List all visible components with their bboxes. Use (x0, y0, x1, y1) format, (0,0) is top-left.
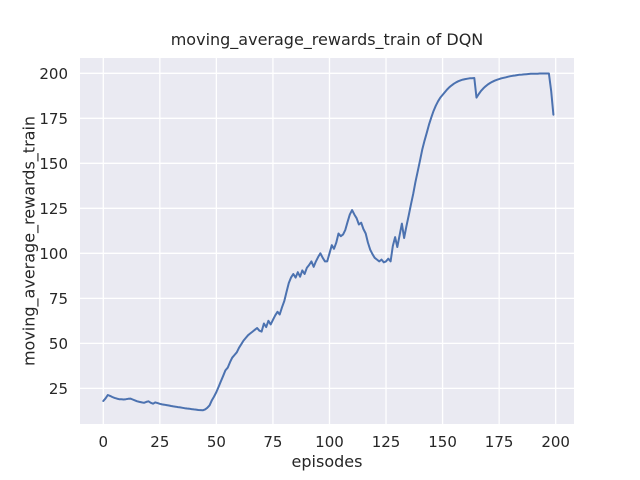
y-tick-label: 125 (39, 200, 68, 218)
x-tick-label: 175 (485, 433, 514, 451)
y-axis-label: moving_average_rewards_train (19, 115, 39, 367)
x-axis-label: episodes (291, 452, 363, 471)
y-tick-label: 175 (39, 110, 68, 128)
y-tick-label: 200 (39, 65, 68, 83)
y-tick-label: 150 (39, 155, 68, 173)
x-tick-label: 75 (263, 433, 282, 451)
x-tick-label: 200 (541, 433, 570, 451)
x-tick-label: 25 (150, 433, 169, 451)
x-tick-label: 150 (428, 433, 457, 451)
y-tick-label: 100 (39, 245, 68, 263)
x-tick-label: 125 (372, 433, 401, 451)
chart-title: moving_average_rewards_train of DQN (170, 30, 484, 49)
y-tick-label: 75 (49, 290, 68, 308)
y-tick-label: 25 (49, 380, 68, 398)
reward-line (102, 72, 555, 412)
x-tick-label: 0 (99, 433, 109, 451)
x-tick-label: 50 (207, 433, 226, 451)
x-tick-label: 100 (315, 433, 344, 451)
plot-background (80, 58, 574, 424)
y-tick-label: 50 (49, 335, 68, 353)
